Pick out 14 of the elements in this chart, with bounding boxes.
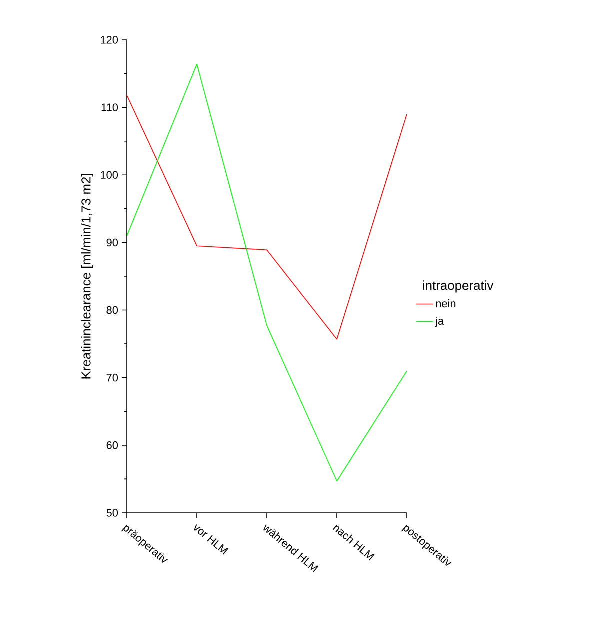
- line-series: [127, 95, 407, 340]
- y-tick-label: 80: [106, 306, 118, 314]
- y-tick-label: 120: [101, 36, 118, 44]
- y-tick-label: 70: [106, 374, 118, 382]
- y-tick-label: 50: [106, 509, 118, 517]
- legend-title: intraoperativ: [423, 280, 494, 293]
- legend-label: ja: [435, 316, 444, 328]
- line-series: [127, 64, 407, 482]
- y-tick-label: 110: [102, 104, 118, 112]
- y-tick-label: 100: [101, 171, 118, 180]
- y-tick-label: 90: [106, 238, 118, 247]
- y-tick-label: 60: [106, 442, 118, 450]
- y-axis-title: Kreatininclearance [ml/min/1,73 m2]: [81, 174, 94, 379]
- legend-label: nein: [436, 300, 456, 308]
